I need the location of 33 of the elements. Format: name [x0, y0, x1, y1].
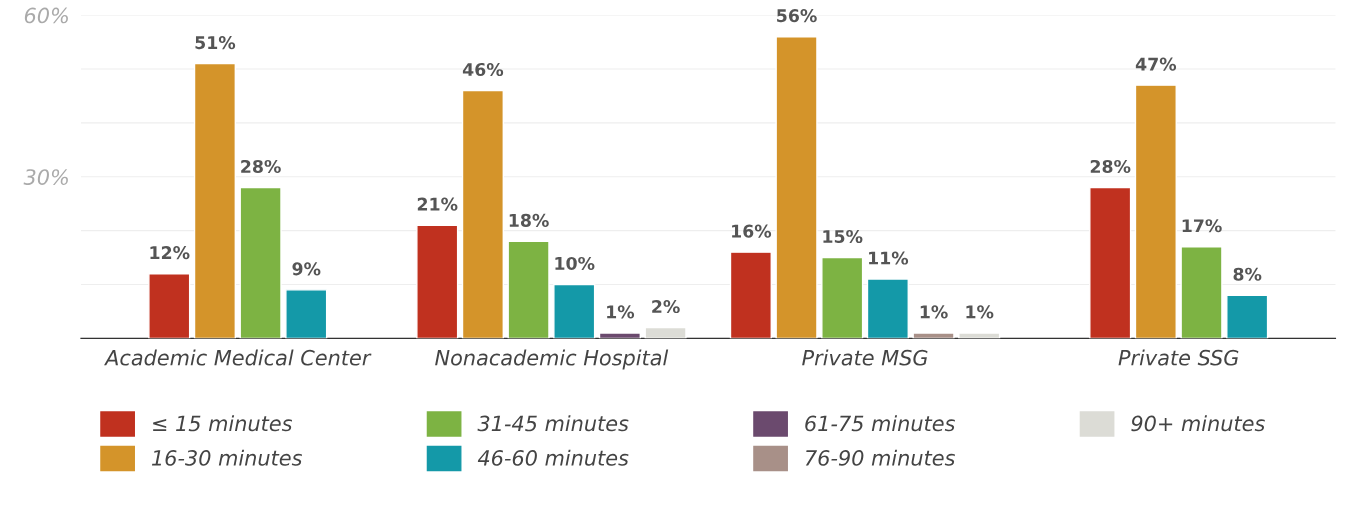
data-label: 28% — [1090, 159, 1131, 174]
data-label: 12% — [150, 246, 190, 260]
data-label: 1% — [966, 305, 994, 319]
data-label: 56% — [777, 9, 817, 23]
data-label: 51% — [195, 36, 236, 50]
legend-label: 16-30 minutes — [151, 449, 302, 466]
data-label: 28% — [241, 159, 281, 174]
legend-label: 46-60 minutes — [477, 449, 629, 466]
data-label: 1% — [607, 305, 635, 319]
data-label: 15% — [823, 229, 863, 244]
data-label: 2% — [652, 299, 680, 314]
legend-label: 61-75 minutes — [805, 415, 955, 432]
y-tick-label: 30% — [23, 169, 68, 185]
data-label: 11% — [869, 251, 909, 265]
x-tick-label: Private MSG — [802, 349, 928, 366]
legend-label: 76-90 minutes — [805, 449, 955, 466]
data-label: 8% — [1233, 267, 1262, 281]
data-label: 47% — [1135, 57, 1177, 71]
y-tick-label: 60% — [24, 7, 68, 24]
data-label: 9% — [292, 262, 321, 276]
data-label: 21% — [417, 197, 458, 211]
data-label: 16% — [732, 224, 772, 238]
data-label: 46% — [462, 62, 504, 77]
legend-label: ≤ 15 minutes — [153, 415, 293, 432]
legend-label: 31-45 minutes — [477, 415, 629, 432]
x-tick-label: Nonacademic Hospital — [435, 349, 669, 370]
legend-label: 90+ minutes — [1131, 415, 1265, 432]
data-label: 1% — [920, 305, 948, 319]
data-label: 18% — [509, 213, 549, 227]
x-tick-label: Academic Medical Center — [104, 349, 372, 366]
data-label: 10% — [555, 256, 595, 271]
x-tick-label: Private SSG — [1118, 349, 1239, 366]
data-label: 17% — [1182, 219, 1222, 233]
